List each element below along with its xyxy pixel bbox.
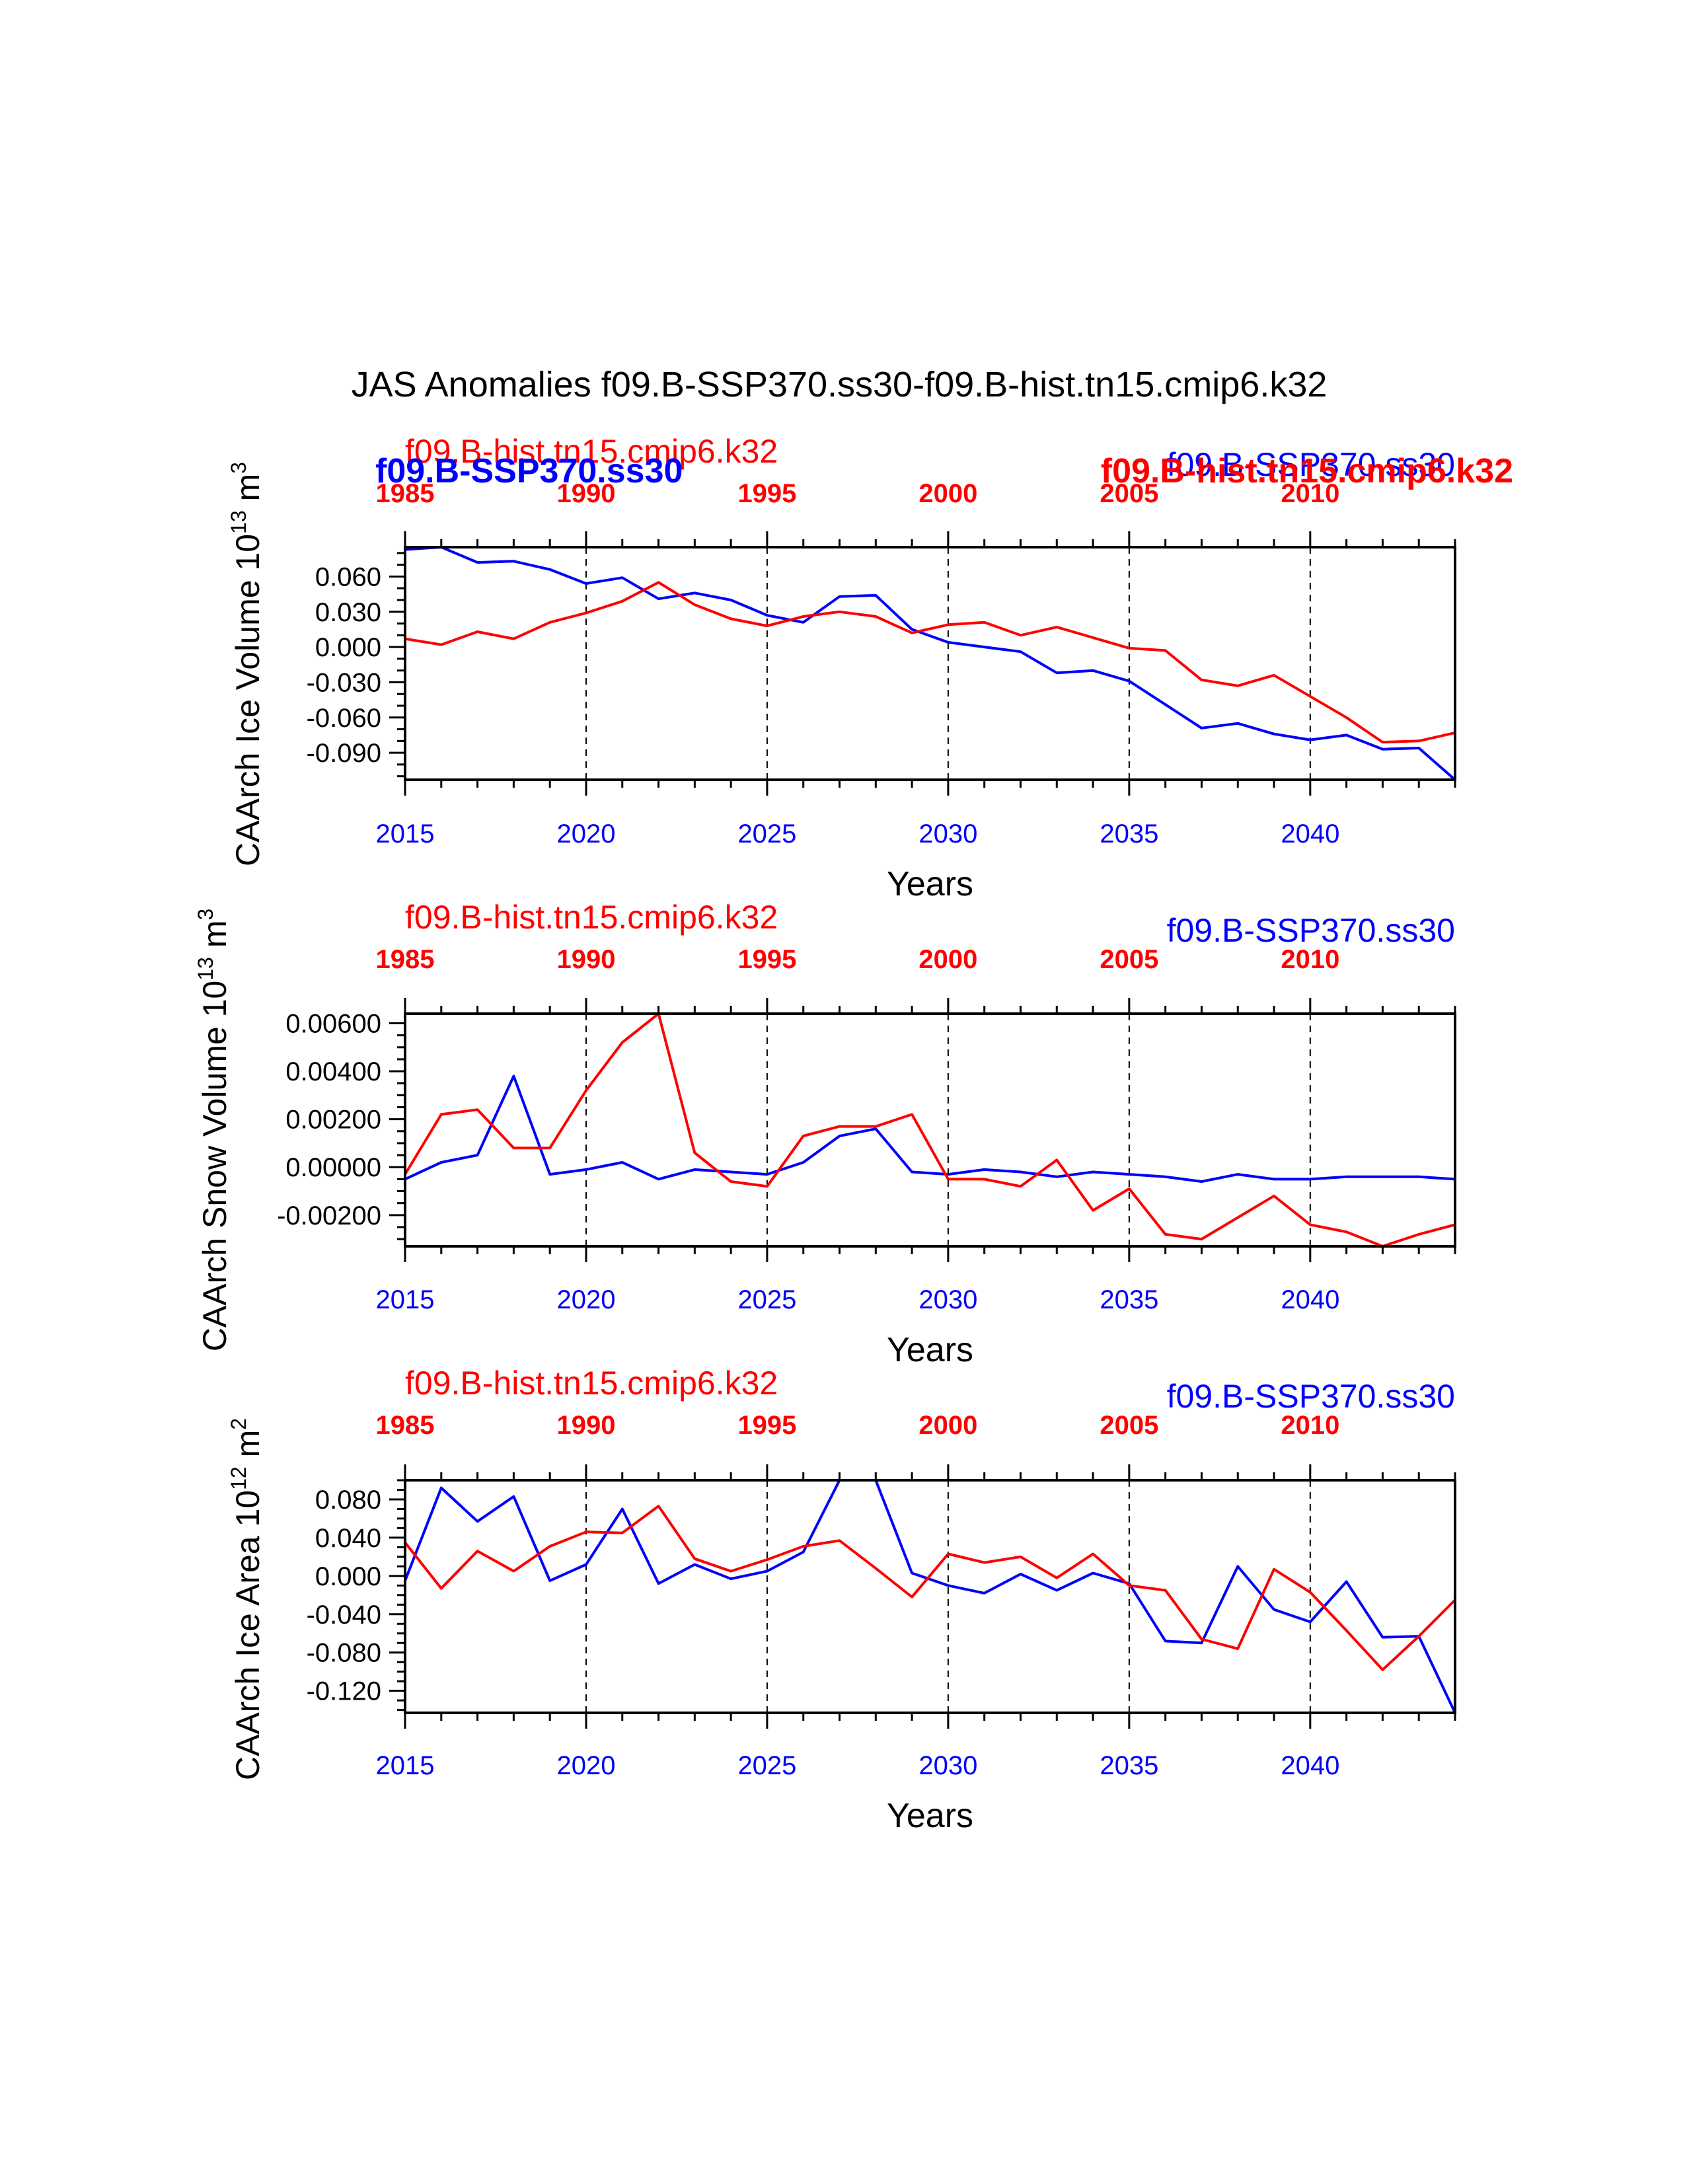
y-tick-label: -0.00200 bbox=[277, 1201, 381, 1230]
x-tick-label-top: 2005 bbox=[1100, 945, 1158, 974]
y-axis-title-part: CAArch Snow Volume 10 bbox=[196, 981, 233, 1351]
x-tick-label-top: 1985 bbox=[376, 1411, 435, 1440]
y-axis-title-superscript: 2 bbox=[227, 1418, 250, 1430]
y-tick-label: 0.040 bbox=[315, 1524, 381, 1553]
y-axis-title-part: CAArch Ice Volume 10 bbox=[229, 534, 266, 866]
y-axis-title: CAArch Snow Volume 1013 m3 bbox=[194, 909, 233, 1351]
y-tick-label: 0.000 bbox=[315, 1562, 381, 1591]
y-tick-label: 0.00400 bbox=[285, 1057, 381, 1086]
page-title: JAS Anomalies f09.B-SSP370.ss30-f09.B-hi… bbox=[352, 365, 1328, 404]
y-tick-label: -0.080 bbox=[307, 1639, 381, 1668]
series-line-ssp bbox=[404, 546, 1456, 781]
x-axis-title: Years bbox=[887, 1797, 973, 1835]
series-label-ssp: f09.B-SSP370.ss30 bbox=[1167, 446, 1455, 483]
series-line-ssp bbox=[404, 1479, 1456, 1713]
x-tick-label-bottom: 2040 bbox=[1281, 1285, 1339, 1314]
x-tick-label-top: 2000 bbox=[918, 1411, 977, 1440]
x-tick-label-top: 1985 bbox=[376, 945, 435, 974]
y-tick-label: -0.040 bbox=[307, 1600, 381, 1630]
plot-frame bbox=[404, 1479, 1456, 1714]
series-label-ssp: f09.B-SSP370.ss30 bbox=[1167, 1378, 1455, 1415]
series-label-ssp: f09.B-SSP370.ss30 bbox=[1167, 912, 1455, 949]
x-tick-label-bottom: 2015 bbox=[376, 819, 435, 848]
y-tick-label: 0.00600 bbox=[285, 1010, 381, 1039]
series-label-ssp-bold: f09.B-SSP370.ss30 bbox=[375, 452, 683, 490]
x-tick-label-top: 1995 bbox=[737, 479, 796, 508]
x-tick-label-bottom: 2035 bbox=[1100, 1751, 1158, 1780]
y-tick-label: 0.00000 bbox=[285, 1153, 381, 1182]
x-tick-label-top: 2010 bbox=[1281, 945, 1339, 974]
y-axis-title: CAArch Ice Volume 1013 m3 bbox=[227, 462, 266, 866]
x-tick-label-top: 2000 bbox=[918, 945, 977, 974]
x-tick-label-bottom: 2025 bbox=[737, 1285, 796, 1314]
plot-frame bbox=[404, 1012, 1456, 1248]
x-tick-label-bottom: 2030 bbox=[918, 1285, 977, 1314]
y-tick-label: -0.030 bbox=[307, 668, 381, 697]
x-tick-label-bottom: 2030 bbox=[918, 1751, 977, 1780]
x-tick-label-bottom: 2025 bbox=[737, 819, 796, 848]
x-tick-label-bottom: 2020 bbox=[556, 1285, 615, 1314]
y-axis-title-part: m bbox=[229, 474, 266, 511]
y-axis-title-superscript: 12 bbox=[227, 1466, 250, 1490]
x-tick-label-top: 1990 bbox=[556, 479, 615, 508]
y-tick-label: -0.090 bbox=[307, 739, 381, 768]
y-tick-label: -0.060 bbox=[307, 704, 381, 733]
x-tick-label-top: 2005 bbox=[1100, 479, 1158, 508]
x-tick-label-top: 1990 bbox=[556, 1411, 615, 1440]
y-axis-title-superscript: 13 bbox=[227, 510, 250, 534]
x-tick-label-bottom: 2035 bbox=[1100, 819, 1158, 848]
x-axis-title: Years bbox=[887, 1331, 973, 1369]
x-tick-label-bottom: 2015 bbox=[376, 1751, 435, 1780]
y-axis-title-superscript: 13 bbox=[194, 957, 217, 981]
series-label-hist: f09.B-hist.tn15.cmip6.k32 bbox=[405, 433, 778, 470]
chart-panel-2: -0.00200 0.00000 0.00200 0.00400 0.00600 2015… bbox=[194, 899, 1456, 1369]
y-axis-title: CAArch Ice Area 1012 m2 bbox=[227, 1418, 266, 1780]
y-tick-label: 0.060 bbox=[315, 562, 381, 591]
x-tick-label-bottom: 2020 bbox=[556, 819, 615, 848]
series-line-ssp bbox=[404, 1074, 1456, 1183]
x-tick-label-bottom: 2040 bbox=[1281, 819, 1339, 848]
y-tick-label: 0.030 bbox=[315, 598, 381, 627]
x-tick-label-top: 1995 bbox=[737, 1411, 796, 1440]
y-axis-title-superscript: 3 bbox=[194, 909, 217, 921]
y-axis-title-superscript: 3 bbox=[227, 462, 250, 474]
y-axis-title-part: CAArch Ice Area 10 bbox=[229, 1490, 266, 1780]
x-tick-label-bottom: 2020 bbox=[556, 1751, 615, 1780]
x-tick-label-bottom: 2025 bbox=[737, 1751, 796, 1780]
plot-frame bbox=[404, 546, 1456, 781]
y-tick-label: 0.080 bbox=[315, 1486, 381, 1515]
y-tick-label: -0.120 bbox=[307, 1677, 381, 1706]
x-tick-label-bottom: 2015 bbox=[376, 1285, 435, 1314]
x-tick-label-bottom: 2035 bbox=[1100, 1285, 1158, 1314]
y-axis-title-part: m bbox=[229, 1430, 266, 1467]
series-line-hist bbox=[404, 581, 1456, 744]
x-tick-label-top: 2000 bbox=[918, 479, 977, 508]
series-label-hist: f09.B-hist.tn15.cmip6.k32 bbox=[405, 899, 778, 936]
series-line-hist bbox=[404, 1505, 1456, 1671]
chart-panel-1: -0.090 -0.060 -0.030 0.000 0.030 0.060 2015 202… bbox=[227, 433, 1513, 903]
x-tick-label-top: 2010 bbox=[1281, 1411, 1339, 1440]
x-tick-label-bottom: 2040 bbox=[1281, 1751, 1339, 1780]
series-line-hist bbox=[404, 1012, 1456, 1248]
series-label-hist: f09.B-hist.tn15.cmip6.k32 bbox=[405, 1365, 778, 1402]
x-axis-title: Years bbox=[887, 865, 973, 903]
x-tick-label-bottom: 2030 bbox=[918, 819, 977, 848]
x-tick-label-top: 1995 bbox=[737, 945, 796, 974]
y-tick-label: 0.00200 bbox=[285, 1106, 381, 1135]
y-axis-title-part: m bbox=[196, 921, 233, 958]
series-label-hist-bold: f09.B-hist.tn15.cmip6.k32 bbox=[1101, 452, 1513, 490]
x-tick-label-top: 1990 bbox=[556, 945, 615, 974]
x-tick-label-top: 2010 bbox=[1281, 479, 1339, 508]
x-tick-label-top: 1985 bbox=[376, 479, 435, 508]
x-tick-label-top: 2005 bbox=[1100, 1411, 1158, 1440]
chart-panel-3: -0.120 -0.080 -0.040 0.000 0.040 0.080 2015 202… bbox=[227, 1365, 1456, 1835]
y-tick-label: 0.000 bbox=[315, 633, 381, 662]
